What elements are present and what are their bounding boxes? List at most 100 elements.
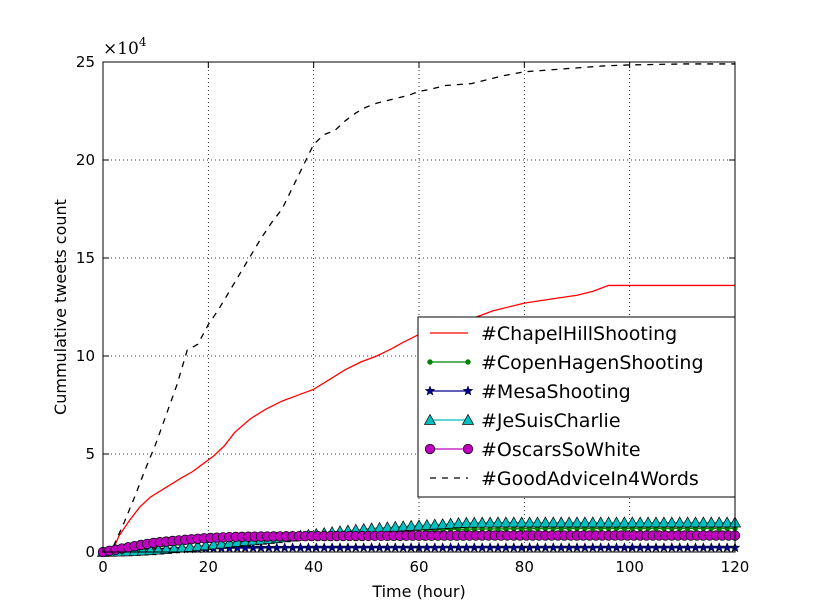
data-point-jesuischarlie: [136, 544, 149, 556]
data-point-jesuischarlie: [444, 517, 457, 529]
data-point-mesashooting: [547, 541, 559, 553]
data-point-mesashooting: [492, 541, 504, 553]
legend-marker-jesuischarlie: [423, 413, 437, 425]
data-point-mesashooting: [539, 541, 551, 553]
y-tick-label: 0: [85, 543, 95, 561]
data-point-jesuischarlie: [452, 516, 465, 528]
legend-label-goodadvicein4words: #GoodAdviceIn4Words: [481, 468, 699, 490]
data-point-jesuischarlie: [586, 516, 599, 528]
data-point-jesuischarlie: [168, 542, 181, 554]
data-point-mesashooting: [350, 541, 362, 553]
y-axis-scale-label: ×104: [103, 35, 147, 59]
data-point-mesashooting: [690, 541, 701, 553]
data-point-jesuischarlie: [649, 516, 663, 528]
data-point-jesuischarlie: [523, 516, 536, 528]
data-point-jesuischarlie: [207, 538, 220, 550]
y-tick-label: 10: [76, 347, 95, 365]
data-point-mesashooting: [366, 541, 378, 553]
y-tick-label: 20: [76, 151, 95, 169]
legend-marker-oscarssowhite: [424, 443, 436, 455]
data-point-jesuischarlie: [721, 516, 734, 528]
legend-marker-copenhagenshooting: [427, 359, 433, 365]
x-tick-label: 80: [515, 558, 534, 576]
data-point-jesuischarlie: [405, 519, 418, 531]
data-point-mesashooting: [279, 542, 291, 553]
data-point-jesuischarlie: [507, 516, 520, 528]
data-point-mesashooting: [287, 542, 299, 553]
data-point-mesashooting: [705, 541, 717, 553]
data-point-mesashooting: [453, 541, 464, 553]
data-point-jesuischarlie: [191, 539, 204, 551]
data-point-mesashooting: [666, 541, 678, 553]
data-point-jesuischarlie: [468, 516, 481, 528]
x-tick-label: 20: [199, 558, 218, 576]
data-point-mesashooting: [500, 541, 512, 553]
data-point-mesashooting: [579, 541, 591, 553]
data-point-mesashooting: [460, 541, 472, 553]
x-tick-label: 120: [721, 558, 750, 576]
data-point-jesuischarlie: [602, 516, 615, 528]
data-point-mesashooting: [271, 542, 283, 553]
data-point-mesashooting: [302, 541, 314, 553]
data-point-mesashooting: [658, 541, 670, 553]
legend-box: [417, 316, 736, 498]
legend-label-mesashooting: #MesaShooting: [481, 381, 631, 403]
data-point-jesuischarlie: [484, 516, 497, 528]
data-point-mesashooting: [563, 541, 575, 553]
data-point-mesashooting: [310, 541, 322, 553]
data-point-jesuischarlie: [539, 516, 552, 528]
legend-marker-mesashooting: [424, 385, 436, 396]
data-point-jesuischarlie: [183, 540, 196, 552]
data-point-jesuischarlie: [657, 516, 670, 528]
data-point-mesashooting: [674, 541, 686, 553]
data-point-mesashooting: [334, 541, 346, 553]
series-line-chapelhillshooting: [102, 284, 735, 553]
data-point-mesashooting: [524, 541, 536, 553]
data-point-mesashooting: [342, 541, 354, 553]
data-point-mesashooting: [618, 541, 630, 553]
y-tick-label: 5: [85, 445, 95, 463]
data-point-mesashooting: [721, 541, 733, 553]
data-point-jesuischarlie: [412, 519, 426, 531]
data-point-jesuischarlie: [697, 516, 710, 528]
data-point-mesashooting: [697, 541, 709, 553]
x-tick-label: 0: [98, 558, 108, 576]
data-point-mesashooting: [713, 541, 725, 553]
data-point-jesuischarlie: [626, 516, 639, 528]
data-point-jesuischarlie: [610, 516, 623, 528]
legend-marker-copenhagenshooting: [465, 359, 471, 365]
data-point-mesashooting: [642, 541, 654, 553]
data-point-mesashooting: [595, 541, 607, 553]
data-point-mesashooting: [682, 541, 694, 553]
data-point-jesuischarlie: [547, 516, 560, 528]
data-point-mesashooting: [326, 541, 338, 553]
x-axis-title: Time (hour): [371, 582, 465, 601]
data-point-jesuischarlie: [215, 537, 228, 549]
data-point-mesashooting: [389, 541, 401, 553]
data-point-mesashooting: [650, 541, 662, 553]
data-point-mesashooting: [421, 541, 433, 553]
legend-marker-jesuischarlie: [461, 413, 475, 425]
y-axis-title: Cummulative tweets count: [51, 199, 70, 415]
data-point-jesuischarlie: [665, 516, 678, 528]
data-point-jesuischarlie: [578, 516, 591, 528]
data-point-mesashooting: [468, 541, 480, 553]
data-point-jesuischarlie: [570, 516, 584, 528]
data-point-jesuischarlie: [555, 516, 568, 528]
data-point-jesuischarlie: [460, 516, 473, 528]
data-point-mesashooting: [437, 541, 449, 553]
legend-marker-oscarssowhite: [462, 443, 474, 455]
legend-label-copenhagenshooting: #CopenHagenShooting: [481, 352, 704, 374]
data-point-mesashooting: [508, 541, 520, 553]
data-point-mesashooting: [476, 541, 488, 553]
data-point-jesuischarlie: [563, 516, 576, 528]
data-point-jesuischarlie: [689, 516, 702, 528]
data-point-jesuischarlie: [681, 516, 694, 528]
data-point-jesuischarlie: [436, 518, 449, 530]
x-tick-label: 60: [409, 558, 428, 576]
series-line-goodadvicein4words: [102, 63, 735, 553]
data-point-mesashooting: [532, 541, 543, 553]
data-point-mesashooting: [611, 541, 622, 553]
data-point-mesashooting: [429, 541, 441, 553]
